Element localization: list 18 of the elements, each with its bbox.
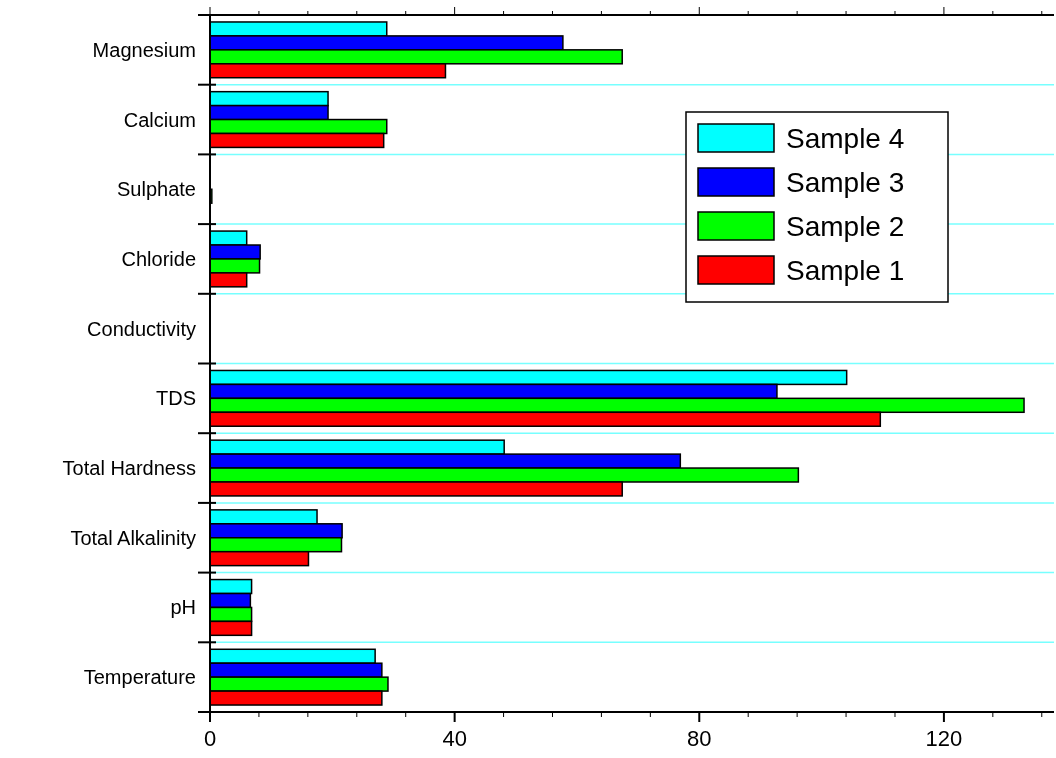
y-tick-label: Total Hardness — [62, 457, 196, 480]
x-tick-label: 80 — [687, 726, 712, 751]
legend-label: Sample 1 — [786, 255, 905, 286]
y-tick-label: Temperature — [83, 666, 196, 689]
y-tick-label: Chloride — [121, 247, 196, 270]
x-tick-label: 0 — [203, 726, 217, 751]
legend-label: Sample 3 — [786, 167, 905, 198]
y-tick-label: Magnesium — [92, 38, 196, 61]
legend-label: Sample 4 — [786, 123, 905, 154]
x-tick-label: 120 — [925, 726, 963, 751]
y-tick-label: Total Alkalinity — [70, 526, 196, 549]
x-tick-label: 40 — [442, 726, 467, 751]
y-tick-label: pH — [170, 596, 196, 619]
y-tick-label: Calcium — [123, 108, 196, 131]
legend-label: Sample 2 — [786, 211, 905, 242]
y-tick-label: Sulphate — [117, 178, 196, 201]
y-tick-label: Conductivity — [87, 317, 196, 340]
y-tick-label: TDS — [156, 387, 196, 410]
